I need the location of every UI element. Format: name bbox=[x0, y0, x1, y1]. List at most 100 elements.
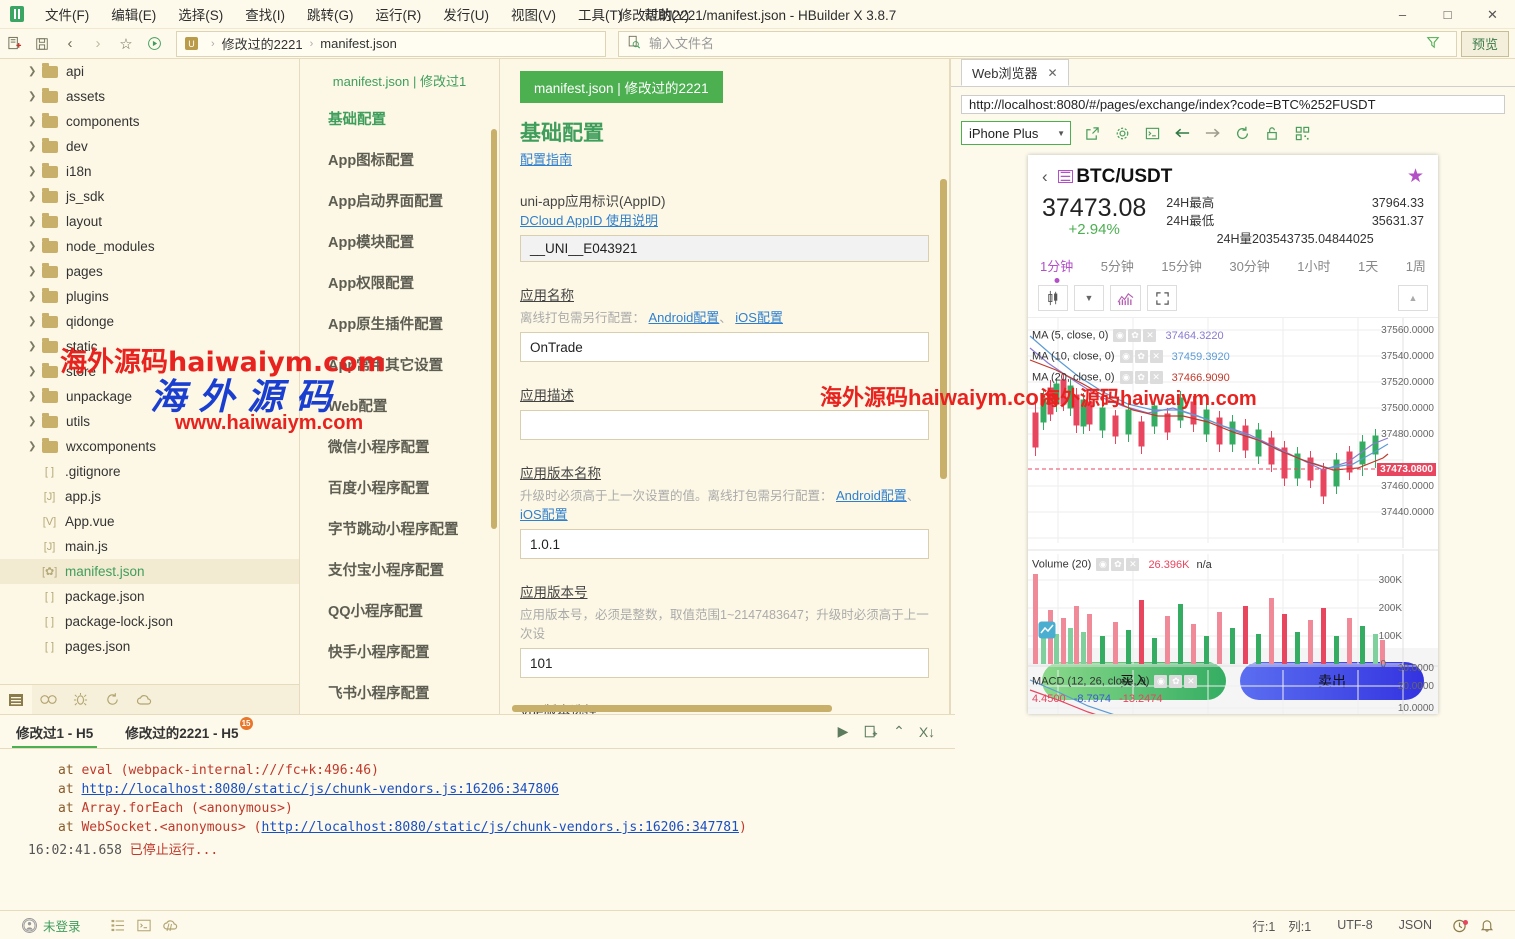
tree-folder-node-modules[interactable]: ❯ node_modules bbox=[0, 234, 299, 259]
indicator-icon[interactable] bbox=[1110, 285, 1141, 312]
dcloud-appid-link[interactable]: DCloud AppID 使用说明 bbox=[520, 213, 658, 228]
menu-item-goto[interactable]: 跳转(G) bbox=[307, 8, 354, 23]
forward-icon[interactable]: › bbox=[95, 35, 101, 52]
chevron-right-icon[interactable]: ❯ bbox=[28, 91, 37, 102]
sell-button[interactable]: 卖出 bbox=[1240, 662, 1424, 700]
eye-icon[interactable]: ◉ bbox=[1096, 558, 1110, 572]
confnav-item-app-splash[interactable]: App启动界面配置 bbox=[328, 194, 444, 210]
close-icon[interactable]: ✕ bbox=[1143, 329, 1157, 343]
tree-folder-plugins[interactable]: ❯ plugins bbox=[0, 284, 299, 309]
market-list-icon[interactable]: ☰ bbox=[1057, 169, 1074, 185]
qrcode-icon[interactable] bbox=[1287, 121, 1317, 145]
tree-folder-wxcomponents[interactable]: ❯ wxcomponents bbox=[0, 434, 299, 459]
minimize-button[interactable]: – bbox=[1398, 7, 1407, 22]
chevron-right-icon[interactable]: ❯ bbox=[28, 141, 37, 152]
close-icon[interactable]: ✕ bbox=[1047, 65, 1058, 80]
tree-folder-api[interactable]: ❯ api bbox=[0, 59, 299, 84]
app-version-code-input[interactable]: 101 bbox=[520, 648, 929, 678]
confnav-item-app-other[interactable]: App常用其它设置 bbox=[328, 358, 444, 374]
chevron-right-icon[interactable]: ❯ bbox=[28, 66, 37, 77]
menu-item-help[interactable]: 帮助(Y) bbox=[644, 8, 690, 23]
tree-folder-pages[interactable]: ❯ pages bbox=[0, 259, 299, 284]
file-language[interactable]: JSON bbox=[1398, 918, 1432, 932]
confnav-item-app-modules[interactable]: App模块配置 bbox=[328, 235, 415, 251]
close-icon[interactable]: ✕ bbox=[1149, 371, 1163, 385]
back-icon[interactable]: ‹ bbox=[67, 35, 73, 52]
close-icon[interactable]: ✕ bbox=[1126, 558, 1140, 572]
run-icon[interactable] bbox=[140, 31, 168, 57]
gear-icon[interactable]: ✿ bbox=[1134, 350, 1148, 364]
clear-icon[interactable] bbox=[859, 720, 883, 744]
confnav-item-bytedance-mp[interactable]: 字节跳动小程序配置 bbox=[328, 522, 459, 538]
period-tab-5m[interactable]: 5分钟 bbox=[1100, 259, 1134, 275]
android-config-link[interactable]: Android配置 bbox=[836, 488, 907, 503]
period-tab-1m[interactable]: 1分钟 bbox=[1040, 256, 1073, 275]
project-explorer-icon[interactable] bbox=[0, 684, 32, 714]
chevron-right-icon[interactable]: ❯ bbox=[28, 166, 37, 177]
collapse-icon[interactable]: ▲ bbox=[1398, 285, 1428, 312]
ios-config-link[interactable]: iOS配置 bbox=[520, 507, 568, 522]
tree-file-gitignore[interactable]: [ ] .gitignore bbox=[0, 459, 299, 484]
app-description-input[interactable] bbox=[520, 410, 929, 440]
tree-file-manifest-json[interactable]: [✿] manifest.json bbox=[0, 559, 299, 584]
guide-link[interactable]: 配置指南 bbox=[520, 152, 573, 167]
eye-icon[interactable]: ◉ bbox=[1119, 371, 1133, 385]
tree-file-main-js[interactable]: [J] main.js bbox=[0, 534, 299, 559]
chevron-right-icon[interactable]: ❯ bbox=[28, 116, 37, 127]
run-icon[interactable]: ▶ bbox=[837, 723, 849, 739]
breadcrumb[interactable]: U › 修改过的2221 › manifest.json bbox=[176, 30, 606, 57]
kline-chart[interactable]: MA (5, close, 0) ◉ ✿ ✕ 37464.3220 MA (10, … bbox=[1028, 318, 1438, 714]
tree-folder-store[interactable]: ❯ store bbox=[0, 359, 299, 384]
confnav-item-alipay-mp[interactable]: 支付宝小程序配置 bbox=[328, 563, 444, 579]
confnav-item-app-permissions[interactable]: App权限配置 bbox=[328, 276, 415, 292]
forward-icon[interactable] bbox=[1197, 121, 1227, 145]
console-icon[interactable] bbox=[1137, 121, 1167, 145]
confnav-item-web[interactable]: Web配置 bbox=[328, 399, 388, 415]
console-output[interactable]: at eval (webpack-internal:///fc+k:496:46… bbox=[0, 749, 955, 860]
confnav-item-basic[interactable]: 基础配置 bbox=[328, 112, 386, 128]
period-tab-15m[interactable]: 15分钟 bbox=[1161, 259, 1202, 275]
debug-icon[interactable] bbox=[64, 685, 96, 715]
confnav-item-feishu-mp[interactable]: 飞书小程序配置 bbox=[328, 686, 430, 702]
period-tab-30m[interactable]: 30分钟 bbox=[1229, 259, 1270, 275]
app-name-input[interactable]: OnTrade bbox=[520, 332, 929, 362]
gear-icon[interactable]: ✿ bbox=[1169, 675, 1183, 689]
filename-search-box[interactable] bbox=[618, 30, 1457, 57]
cursor-line[interactable]: 行:1 bbox=[1252, 919, 1276, 934]
chevron-right-icon[interactable]: ❯ bbox=[28, 191, 37, 202]
url-bar[interactable]: http://localhost:8080/#/pages/exchange/i… bbox=[961, 95, 1505, 115]
tree-folder-components[interactable]: ❯ components bbox=[0, 109, 299, 134]
window-controls[interactable]: – □ ✕ bbox=[1380, 0, 1515, 29]
star-icon[interactable]: ☆ bbox=[119, 35, 133, 53]
sort-icon[interactable]: X↓ bbox=[918, 723, 936, 740]
gear-icon[interactable]: ✿ bbox=[1128, 329, 1142, 343]
confnav-item-kuaishou-mp[interactable]: 快手小程序配置 bbox=[328, 645, 430, 661]
breadcrumb-project[interactable]: 修改过的2221 bbox=[221, 37, 303, 52]
confnav-item-wechat-mp[interactable]: 微信小程序配置 bbox=[328, 440, 430, 456]
back-icon[interactable]: ‹ bbox=[1042, 166, 1048, 186]
cursor-column[interactable]: 列:1 bbox=[1288, 919, 1312, 934]
close-button[interactable]: ✕ bbox=[1487, 6, 1498, 22]
menu-item-file[interactable]: 文件(F) bbox=[45, 8, 90, 23]
appid-input[interactable]: __UNI__E043921 bbox=[520, 235, 929, 262]
chevron-right-icon[interactable]: ❯ bbox=[28, 391, 37, 402]
confnav-item-app-icon[interactable]: App图标配置 bbox=[328, 153, 415, 169]
menu-item-find[interactable]: 查找(I) bbox=[245, 8, 285, 23]
form-file-tab[interactable]: manifest.json | 修改过的2221 bbox=[520, 71, 723, 103]
tree-folder-i18n[interactable]: ❯ i18n bbox=[0, 159, 299, 184]
filter-funnel-icon[interactable] bbox=[1426, 35, 1440, 52]
chevron-down-icon[interactable]: ▼ bbox=[1057, 128, 1065, 138]
settings-icon[interactable] bbox=[1107, 121, 1137, 145]
open-external-icon[interactable] bbox=[1077, 121, 1107, 145]
eye-icon[interactable]: ◉ bbox=[1113, 329, 1127, 343]
chevron-right-icon[interactable]: ❯ bbox=[28, 416, 37, 427]
menu-item-view[interactable]: 视图(V) bbox=[511, 8, 556, 23]
close-icon[interactable]: ✕ bbox=[1149, 350, 1163, 364]
save-icon[interactable] bbox=[28, 31, 56, 57]
chevron-right-icon[interactable]: ❯ bbox=[28, 366, 37, 377]
file-encoding[interactable]: UTF-8 bbox=[1337, 918, 1373, 932]
tree-file-app-vue[interactable]: [V] App.vue bbox=[0, 509, 299, 534]
new-file-icon[interactable] bbox=[0, 31, 28, 57]
gear-icon[interactable]: ✿ bbox=[1111, 558, 1125, 572]
reload-icon[interactable] bbox=[1227, 121, 1257, 145]
